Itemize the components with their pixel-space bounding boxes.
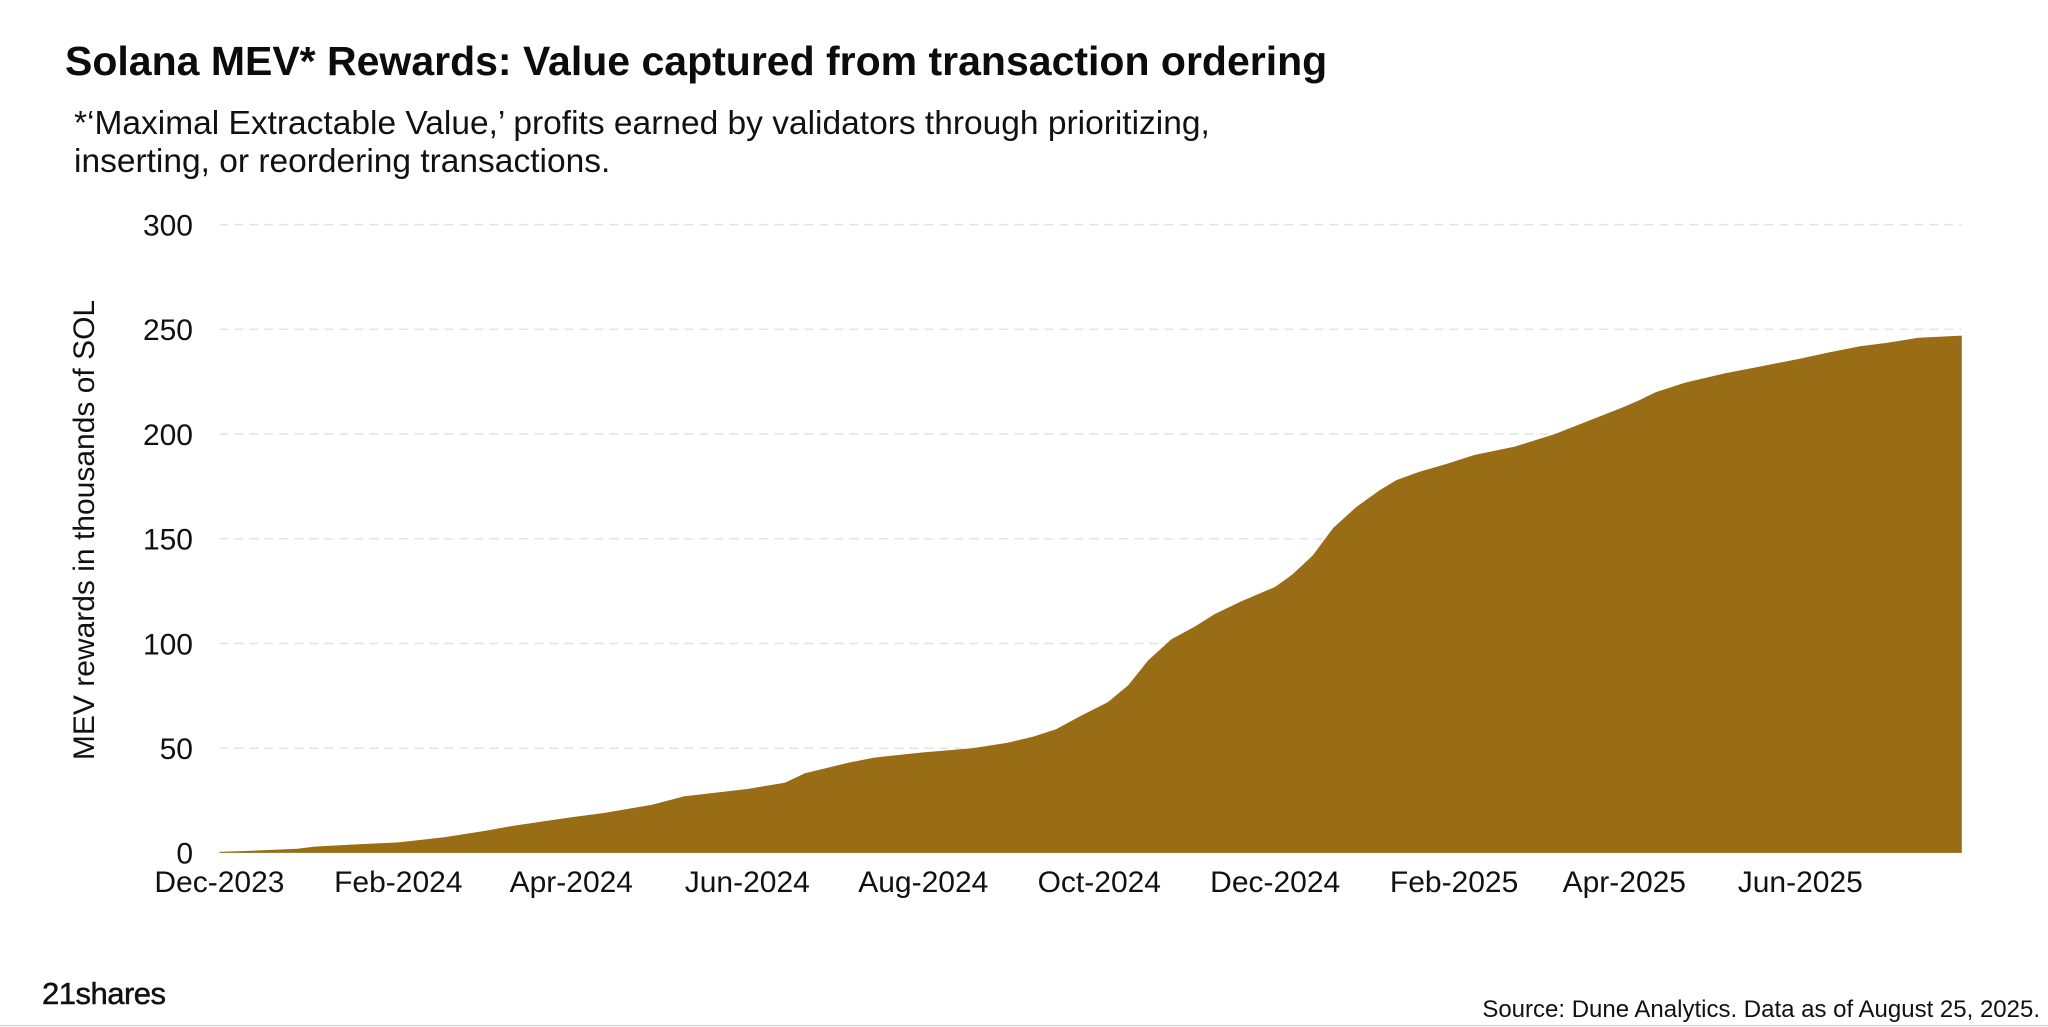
x-tick-label-feb-2024: Feb-2024 — [334, 866, 462, 899]
chart-subtitle: *‘Maximal Extractable Value,’ profits ea… — [74, 105, 1210, 181]
brand-logo: 21shares — [42, 976, 167, 1011]
x-axis-ticks: Dec-2023 Feb-2024 Apr-2024 Jun-2024 Aug-… — [154, 866, 1862, 899]
x-tick-label-apr-2024: Apr-2024 — [510, 866, 633, 899]
y-tick-label-100: 100 — [143, 628, 193, 661]
y-tick-label-150: 150 — [143, 524, 193, 557]
x-tick-label-dec-2023: Dec-2023 — [154, 866, 284, 899]
x-tick-label-apr-2025: Apr-2025 — [1563, 866, 1686, 899]
y-tick-label-250: 250 — [143, 314, 193, 347]
y-tick-label-0: 0 — [176, 838, 193, 871]
x-tick-label-dec-2024: Dec-2024 — [1210, 866, 1340, 899]
x-tick-label-feb-2025: Feb-2025 — [1390, 866, 1518, 899]
chart-subtitle-line-2: inserting, or reordering transactions. — [74, 143, 611, 180]
y-axis-ticks: 0 50 100 150 200 250 300 — [143, 209, 193, 870]
y-tick-label-300: 300 — [143, 209, 193, 242]
x-tick-label-aug-2024: Aug-2024 — [858, 866, 988, 899]
x-tick-label-jun-2025: Jun-2025 — [1738, 866, 1863, 899]
y-axis-label: MEV rewards in thousands of SOL — [68, 300, 101, 760]
chart-subtitle-line-1: *‘Maximal Extractable Value,’ profits ea… — [74, 105, 1210, 142]
x-tick-label-jun-2024: Jun-2024 — [685, 866, 810, 899]
y-tick-label-50: 50 — [160, 733, 193, 766]
x-tick-label-oct-2024: Oct-2024 — [1038, 866, 1161, 899]
bottom-divider — [0, 1025, 2048, 1026]
chart-title: Solana MEV* Rewards: Value captured from… — [65, 38, 1328, 84]
y-tick-label-200: 200 — [143, 419, 193, 452]
mev-rewards-area — [219, 335, 1962, 853]
source-note: Source: Dune Analytics. Data as of Augus… — [1482, 996, 2040, 1023]
